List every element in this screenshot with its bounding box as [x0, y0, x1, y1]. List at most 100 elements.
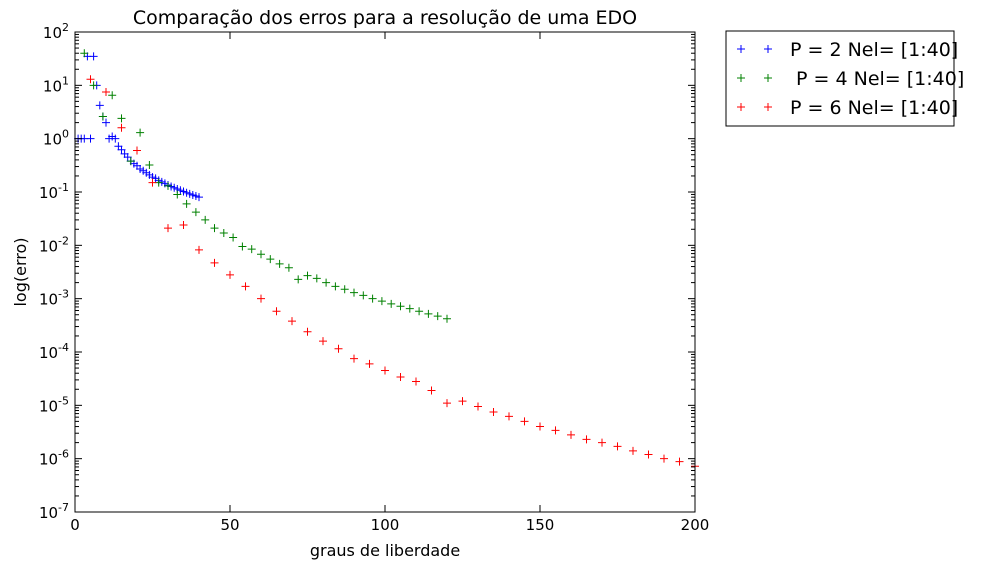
y-tick-label: 10-7 — [39, 501, 69, 522]
legend-marker — [737, 74, 745, 82]
legend-marker — [764, 74, 772, 82]
data-point — [210, 258, 219, 267]
data-point — [365, 359, 374, 368]
data-point — [288, 317, 296, 326]
data-point — [201, 215, 210, 224]
y-tick-label: 10-4 — [39, 341, 69, 362]
data-point — [303, 271, 312, 280]
data-point — [179, 221, 188, 230]
legend-label: P = 6 Nel= [1:40] — [790, 97, 958, 119]
data-point — [108, 91, 117, 100]
data-point — [284, 263, 293, 272]
data-point — [660, 454, 668, 463]
data-point — [598, 438, 606, 447]
data-point — [98, 112, 107, 121]
data-point — [303, 327, 312, 336]
data-point — [412, 377, 420, 386]
y-axis: 102 101 100 10-1 10-2 10-3 10-4 10-5 10-6 10-7 — [39, 21, 695, 522]
y-axis-label: log(erro) — [11, 237, 30, 306]
data-point — [322, 278, 331, 287]
data-point — [226, 270, 234, 279]
data-point — [368, 294, 377, 303]
data-point — [613, 442, 622, 451]
data-point — [136, 128, 145, 137]
data-point — [86, 134, 95, 143]
data-point — [117, 123, 126, 132]
data-point — [458, 397, 467, 406]
data-point — [195, 193, 203, 202]
data-point — [405, 304, 414, 313]
y-tick-label: 10-5 — [39, 394, 69, 415]
data-point — [474, 402, 482, 411]
data-point — [145, 161, 154, 170]
data-point — [387, 299, 396, 308]
data-point — [257, 250, 265, 259]
y-tick-label: 10-3 — [39, 288, 69, 309]
x-axis: 0 50 100 150 200 — [70, 32, 709, 534]
data-point — [257, 294, 265, 303]
y-tick-label: 10-6 — [39, 448, 69, 469]
data-point — [117, 145, 126, 154]
data-point — [219, 229, 228, 238]
data-point — [520, 417, 529, 426]
data-point — [182, 199, 191, 208]
data-point — [433, 312, 442, 321]
data-point — [164, 181, 172, 190]
data-point — [359, 291, 368, 300]
data-point — [415, 307, 424, 316]
data-point — [238, 242, 247, 251]
data-point — [275, 259, 284, 268]
y-tick-label: 10-1 — [39, 181, 69, 202]
data-point — [229, 233, 238, 242]
x-axis-label: graus de liberdade — [310, 541, 460, 560]
legend: P = 2 Nel= [1:40] P = 4 Nel= [1:40] P = 6… — [725, 30, 964, 127]
series-3 — [86, 75, 699, 471]
data-point — [551, 426, 560, 435]
series-1 — [74, 52, 203, 202]
x-tick-label: 100 — [371, 516, 400, 534]
data-point — [133, 146, 141, 155]
data-point — [443, 314, 451, 323]
series-2 — [80, 49, 451, 323]
data-point — [111, 134, 120, 143]
legend-marker — [764, 45, 772, 53]
data-point — [95, 101, 104, 110]
data-point — [505, 412, 513, 421]
y-tick-label: 10-2 — [39, 234, 69, 255]
x-tick-label: 50 — [220, 516, 239, 534]
x-tick-label: 200 — [681, 516, 710, 534]
data-point — [241, 282, 250, 291]
data-point — [350, 354, 358, 363]
data-point — [294, 275, 303, 284]
y-tick-label: 100 — [43, 128, 69, 149]
x-tick-label: 150 — [526, 516, 555, 534]
legend-marker — [764, 103, 772, 111]
y-tick-label: 101 — [43, 74, 69, 95]
data-point — [396, 302, 405, 311]
data-point — [350, 288, 358, 297]
data-point — [377, 297, 386, 306]
data-point — [331, 282, 340, 291]
data-point — [427, 386, 436, 395]
data-point — [396, 372, 405, 381]
data-point — [117, 114, 126, 123]
data-point — [102, 87, 110, 96]
data-point — [675, 457, 684, 466]
data-point — [164, 224, 172, 233]
data-point — [191, 208, 200, 217]
data-point — [582, 435, 591, 444]
data-point — [195, 245, 203, 254]
data-point — [567, 430, 575, 439]
data-point — [126, 157, 135, 166]
data-point — [536, 422, 544, 431]
data-point — [443, 399, 451, 408]
data-point — [89, 52, 98, 61]
data-point — [381, 366, 389, 375]
data-point — [266, 255, 275, 264]
data-point — [340, 285, 349, 294]
data-point — [80, 49, 89, 58]
data-point — [102, 118, 110, 127]
data-point — [334, 344, 343, 353]
legend-label: P = 2 Nel= [1:40] — [790, 39, 958, 61]
